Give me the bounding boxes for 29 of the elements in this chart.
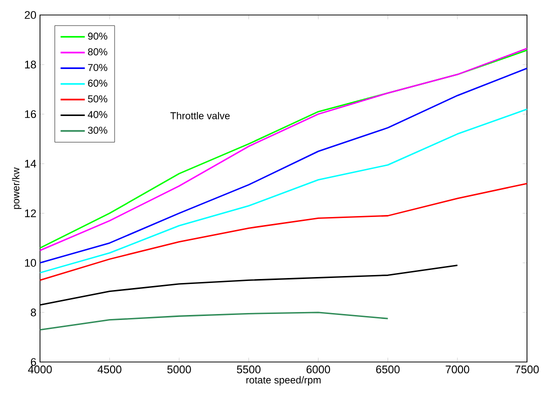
- x-tick-label: 4000: [28, 366, 52, 374]
- x-tick-label: 5500: [236, 366, 261, 374]
- x-tick-label: 6000: [306, 366, 330, 374]
- legend-label: 40%: [88, 111, 108, 118]
- y-tick-label: 12: [25, 209, 36, 218]
- line-series: [39, 312, 389, 330]
- y-tick-label: 18: [25, 60, 36, 68]
- y-tick-label: 8: [30, 308, 36, 316]
- legend-label: 30%: [88, 126, 108, 134]
- legend-label: 50%: [88, 95, 108, 102]
- x-tick-label: 7000: [446, 366, 470, 374]
- x-tick-label: 7500: [515, 366, 539, 374]
- y-tick-label: 14: [25, 160, 36, 168]
- x-tick-label: 6500: [376, 366, 400, 374]
- y-axis-title: power/kw: [12, 167, 22, 209]
- legend-label: 90%: [88, 32, 108, 40]
- annotation: Throttle valve: [170, 112, 230, 120]
- y-tick-label: 16: [25, 110, 36, 118]
- x-tick-label: 4500: [98, 366, 122, 374]
- legend-label: 60%: [88, 80, 108, 87]
- y-tick-label: 6: [30, 358, 36, 366]
- x-axis-title: rotate speed/rpm: [246, 376, 321, 386]
- line-series: [39, 108, 528, 274]
- y-tick-label: 20: [24, 11, 36, 19]
- y-tick-label: 10: [25, 258, 36, 267]
- x-tick-label: 5000: [167, 366, 191, 374]
- legend-label: 70%: [88, 64, 108, 72]
- legend-label: 80%: [88, 48, 108, 56]
- line-series: [39, 182, 528, 281]
